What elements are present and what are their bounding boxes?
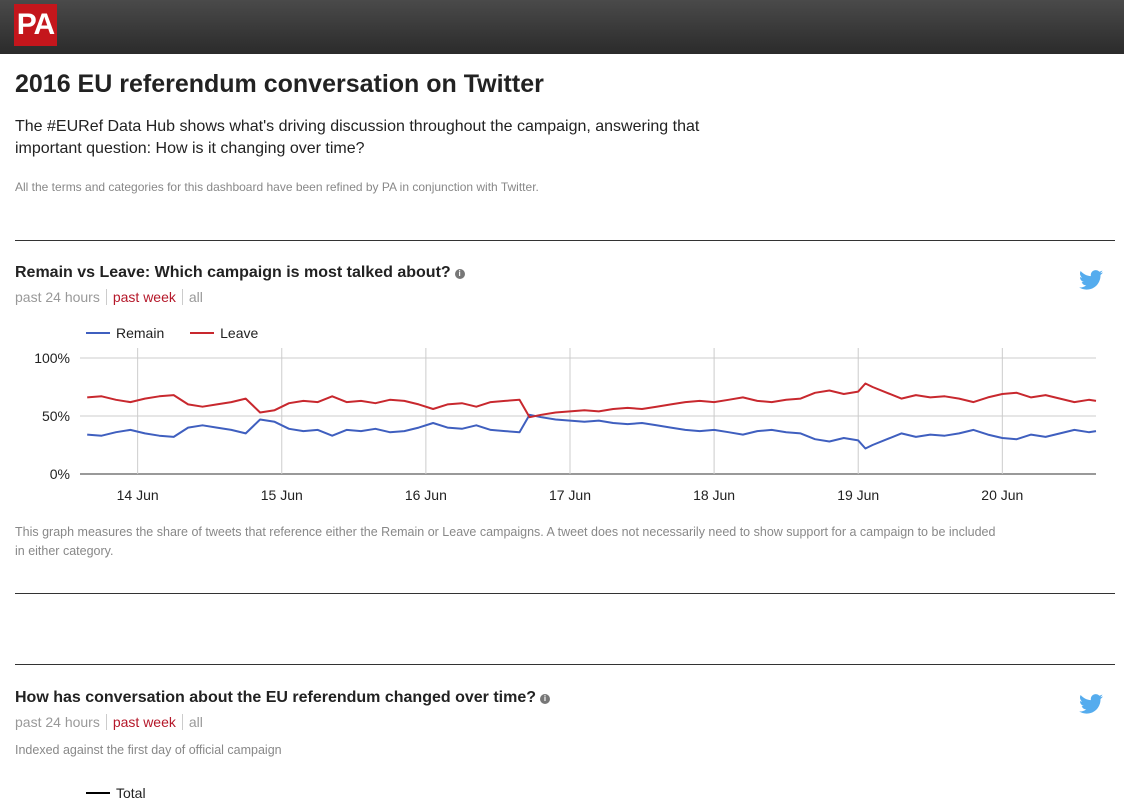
filter-all[interactable]: all <box>181 289 209 305</box>
filter-past-24-hours[interactable]: past 24 hours <box>15 714 100 730</box>
series-line-leave <box>87 382 1097 419</box>
section2-title: How has conversation about the EU refere… <box>15 689 550 707</box>
legend-swatch-remain <box>86 332 110 334</box>
info-icon[interactable]: i <box>454 269 465 279</box>
page-title: 2016 EU referendum conversation on Twitt… <box>15 70 544 98</box>
section1-title: Remain vs Leave: Which campaign is most … <box>15 264 465 282</box>
legend-swatch-leave <box>190 332 215 334</box>
legend-item-total[interactable]: Total <box>86 785 146 801</box>
legend-label-remain: Remain <box>116 325 165 341</box>
x-tick-label: 16 Jun <box>405 487 447 503</box>
twitter-icon[interactable] <box>1079 270 1103 290</box>
legend-label-leave: Leave <box>220 325 259 341</box>
info-icon[interactable]: i <box>540 694 550 704</box>
x-tick-label: 17 Jun <box>549 487 591 503</box>
chart-legend: Remain Leave <box>86 325 280 341</box>
chart2-legend: Total <box>86 785 168 801</box>
legend-item-remain[interactable]: Remain <box>86 325 164 341</box>
filter-past-week[interactable]: past week <box>105 289 182 305</box>
x-tick-label: 19 Jun <box>837 487 879 503</box>
section2-filters: past 24 hours past week all <box>15 714 209 730</box>
legend-item-leave[interactable]: Leave <box>190 325 258 341</box>
section-divider <box>15 664 1115 665</box>
section-divider <box>15 593 1115 594</box>
section2-subtitle: Indexed against the first day of officia… <box>15 743 282 757</box>
x-tick-label: 18 Jun <box>693 487 735 503</box>
filter-past-week[interactable]: past week <box>105 714 182 730</box>
legend-label-total: Total <box>116 785 146 801</box>
twitter-icon[interactable] <box>1079 694 1103 714</box>
series-line-remain <box>87 413 1097 450</box>
legend-swatch-total <box>86 792 110 794</box>
y-tick-label: 100% <box>34 350 70 366</box>
remain-vs-leave-chart: 100% 50% 0% 14 Jun 15 Jun 16 Jun 17 Jun 18 Jun 1… <box>34 348 1097 503</box>
page-intro: The #EURef Data Hub shows what's driving… <box>15 118 700 157</box>
section2-title-text: How has conversation about the EU refere… <box>15 689 536 706</box>
x-tick-label: 15 Jun <box>261 487 303 503</box>
y-tick-label: 0% <box>50 466 70 482</box>
y-tick-label: 50% <box>42 408 70 424</box>
section-divider <box>15 240 1115 241</box>
page-note: All the terms and categories for this da… <box>15 180 539 194</box>
top-bar: PA <box>0 0 1124 54</box>
filter-all[interactable]: all <box>181 714 209 730</box>
section1-title-text: Remain vs Leave: Which campaign is most … <box>15 264 451 281</box>
section1-filters: past 24 hours past week all <box>15 289 209 305</box>
x-tick-label: 14 Jun <box>117 487 159 503</box>
filter-past-24-hours[interactable]: past 24 hours <box>15 289 100 305</box>
x-tick-label: 20 Jun <box>981 487 1023 503</box>
chart-caption: This graph measures the share of tweets … <box>15 525 996 558</box>
pa-logo[interactable]: PA <box>14 4 57 46</box>
